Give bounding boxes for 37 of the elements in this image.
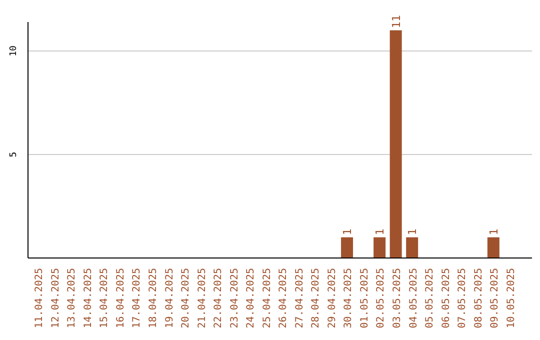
x-tick-label: 22.04.2025 <box>213 268 224 328</box>
x-tick-label: 11.04.2025 <box>34 268 46 328</box>
x-tick-label: 15.04.2025 <box>99 268 110 328</box>
data-label: 11 <box>390 15 403 28</box>
x-tick-label: 30.04.2025 <box>343 268 354 328</box>
data-label: 1 <box>374 228 387 236</box>
x-tick-label: 19.04.2025 <box>164 268 176 328</box>
y-tick-label: 5 <box>9 152 19 158</box>
x-tick-label: 17.04.2025 <box>132 268 143 328</box>
x-tick-label: 24.04.2025 <box>246 268 257 328</box>
y-tick-label: 10 <box>9 46 19 56</box>
x-tick-label: 05.05.2025 <box>424 268 436 328</box>
x-tick-label: 18.04.2025 <box>148 268 159 328</box>
x-tick-label: 01.05.2025 <box>359 268 370 328</box>
x-tick-label: 16.04.2025 <box>115 268 126 328</box>
x-tick-label: 12.04.2025 <box>50 268 62 328</box>
x-tick-label: 07.05.2025 <box>457 268 468 328</box>
data-label: 1 <box>406 228 420 236</box>
x-tick-label: 20.04.2025 <box>180 268 192 328</box>
x-tick-label: 06.05.2025 <box>440 268 452 328</box>
x-tick-label: 13.04.2025 <box>66 268 78 328</box>
x-tick-label: 25.04.2025 <box>262 268 273 328</box>
x-tick-label: 28.04.2025 <box>310 268 322 328</box>
x-tick-label: 21.04.2025 <box>196 268 208 328</box>
x-tick-label: 03.05.2025 <box>392 268 403 328</box>
x-tick-label: 26.04.2025 <box>278 268 290 328</box>
x-tick-label: 02.05.2025 <box>376 268 387 328</box>
x-tick-label: 14.04.2025 <box>82 268 94 328</box>
x-tick-label: 08.05.2025 <box>473 268 484 328</box>
x-tick-label: 10.05.2025 <box>506 268 517 328</box>
x-tick-label: 29.04.2025 <box>326 268 338 328</box>
data-label: 1 <box>341 228 354 236</box>
data-label: 1 <box>487 228 500 236</box>
x-tick-label: 04.05.2025 <box>408 268 420 328</box>
x-tick-label: 09.05.2025 <box>490 268 501 328</box>
x-tick-label: 27.04.2025 <box>294 268 306 328</box>
x-tick-label: 23.04.2025 <box>229 268 240 328</box>
